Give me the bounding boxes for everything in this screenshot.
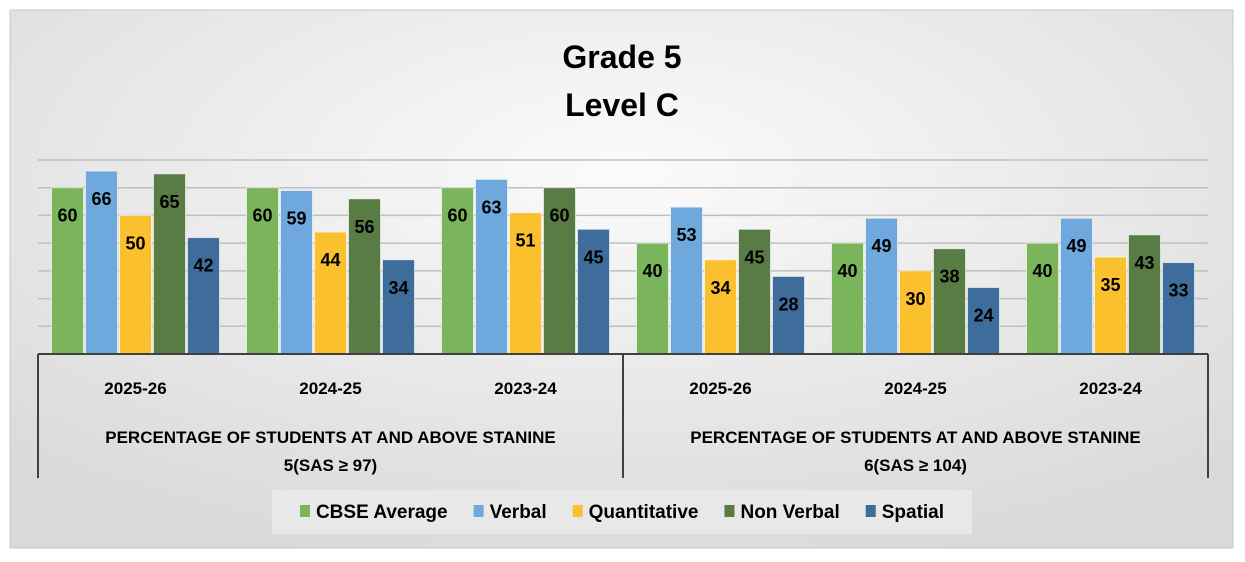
bar-spatial [1162,262,1195,355]
data-label: 38 [939,267,959,287]
bar-spatial [187,237,220,355]
category-tick-label: 2024-25 [884,379,946,398]
data-label: 45 [744,247,764,267]
group-label: PERCENTAGE OF STUDENTS AT AND ABOVE STAN… [105,428,556,447]
data-label: 51 [515,231,535,251]
bar-spatial [577,228,610,355]
bar-non-verbal [738,228,771,355]
data-label: 63 [481,197,501,217]
data-label: 60 [252,206,272,226]
legend-label: Quantitative [589,502,699,523]
bar-quantitative [704,259,737,355]
data-label: 49 [871,236,891,256]
legend-label: Spatial [882,502,944,523]
data-label: 66 [91,189,111,209]
bar-spatial [382,259,415,355]
data-label: 40 [642,261,662,281]
gridlines [38,159,1208,328]
legend-label: CBSE Average [316,502,448,523]
data-label: 34 [710,278,730,298]
category-tick-label: 2023-24 [1079,379,1142,398]
bar-verbal [1060,217,1093,355]
group-label: PERCENTAGE OF STUDENTS AT AND ABOVE STAN… [690,428,1141,447]
data-label: 28 [778,294,798,314]
category-tick-label: 2025-26 [689,379,751,398]
data-label: 40 [1032,261,1052,281]
bar-verbal [670,206,703,355]
bar-non-verbal [933,248,966,355]
bars: 60 60 60 40 40 40 66 59 63 53 49 49 50 44 51 34 30 35 65 56… [51,170,1195,355]
bar-cbse-average [636,242,669,355]
data-label: 30 [905,289,925,309]
chart-title-line-1: Grade 5 [562,39,681,75]
data-label: 42 [193,256,213,276]
data-label: 65 [159,192,179,212]
data-label: 53 [676,225,696,245]
bar-spatial [967,286,1000,355]
category-tick-label: 2025-26 [104,379,166,398]
data-label: 59 [286,208,306,228]
bar-cbse-average [441,187,474,355]
data-label: 34 [388,278,408,298]
data-label: 35 [1100,275,1120,295]
legend-swatch [572,505,583,517]
group-label: 5(SAS ≥ 97) [284,456,377,475]
bar-verbal [865,217,898,355]
group-label: 6(SAS ≥ 104) [864,456,967,475]
bar-spatial [772,275,805,355]
bar-cbse-average [831,242,864,355]
data-label: 49 [1066,236,1086,256]
category-axis: 2025-26 2024-25 2023-24 PERCENTAGE OF STUDE… [37,353,1209,478]
category-tick-label: 2023-24 [494,379,557,398]
legend-swatch [865,505,876,517]
category-tick-label: 2024-25 [299,379,361,398]
legend-swatch [724,505,735,517]
data-label: 43 [1134,253,1154,273]
data-label: 60 [57,206,77,226]
data-label: 60 [549,206,569,226]
legend: CBSE Average Verbal Quantitative Non Verbal… [271,490,973,534]
legend-swatch [299,505,310,517]
data-label: 33 [1168,281,1188,301]
data-label: 44 [320,250,340,270]
data-label: 45 [583,247,603,267]
data-label: 50 [125,233,145,253]
bar-quantitative [1094,256,1127,355]
bar-cbse-average [1026,242,1059,355]
bar-non-verbal [1128,234,1161,355]
data-label: 24 [973,305,993,325]
bar-verbal [475,178,508,355]
bar-non-verbal [348,198,381,355]
data-label: 40 [837,261,857,281]
legend-swatch [473,505,484,517]
legend-box [271,490,973,534]
data-label: 56 [354,217,374,237]
bar-verbal [85,170,118,355]
bar-quantitative [509,212,542,355]
bar-quantitative [899,270,932,355]
bar-cbse-average [51,187,84,355]
data-label: 60 [447,206,467,226]
legend-label: Non Verbal [740,502,839,523]
legend-label: Verbal [490,502,547,523]
bar-non-verbal [543,187,576,355]
chart-title-line-2: Level C [565,87,679,123]
